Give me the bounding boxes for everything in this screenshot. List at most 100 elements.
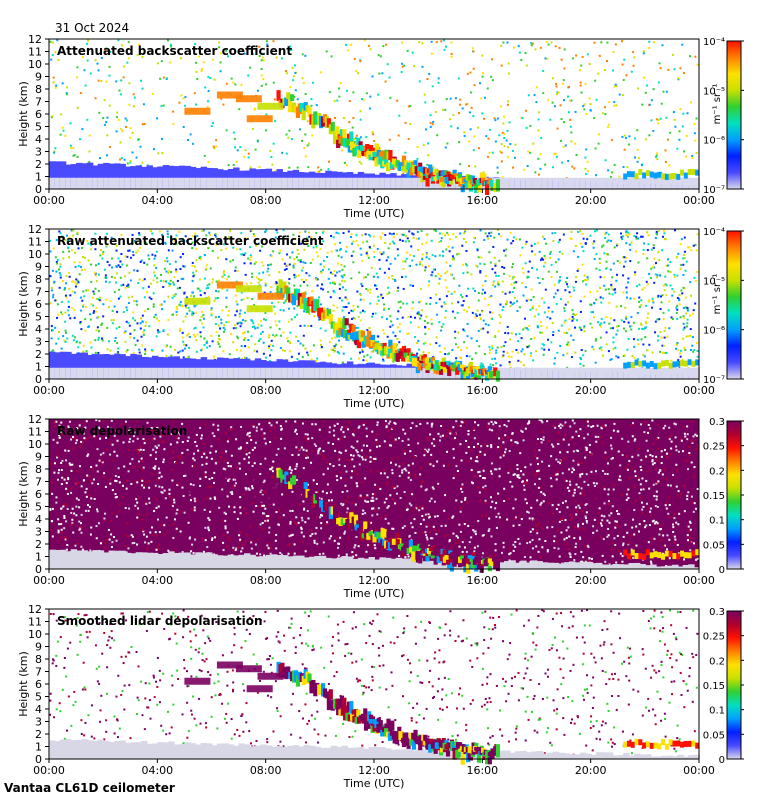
y-tick-label: 10	[28, 248, 42, 261]
x-tick-label: 16:00	[466, 384, 498, 397]
y-tick-label: 0	[35, 563, 42, 576]
y-axis-label: Height (km)	[17, 271, 30, 337]
colorbar: 0.3 0.25 0.2 0.15 0.1 0.05 0	[703, 417, 744, 576]
y-tick-label: 8	[35, 653, 42, 666]
instrument-label: Vantaa CL61D ceilometer	[4, 781, 175, 795]
y-tick-label: 6	[35, 488, 42, 501]
x-tick-label: 00:00	[683, 764, 715, 777]
colorbar-tick-label: 10⁻⁶	[703, 326, 725, 337]
colorbar-gradient	[726, 230, 742, 380]
colorbar-tick-label: 10⁻⁵	[703, 86, 725, 97]
y-tick-label: 11	[28, 616, 42, 629]
y-tick-label: 8	[35, 83, 42, 96]
boundary-layer	[49, 351, 700, 379]
y-tick-label: 11	[28, 236, 42, 249]
noise-field	[49, 229, 699, 379]
y-tick-label: 5	[35, 501, 42, 514]
y-tick-label: 9	[35, 261, 42, 274]
y-tick-label: 11	[28, 426, 42, 439]
x-tick-label: 20:00	[575, 194, 607, 207]
colorbar-tick-label: 10⁻⁵	[703, 276, 725, 287]
y-tick-label: 2	[35, 348, 42, 361]
x-tick-label: 04:00	[141, 764, 173, 777]
colorbar-tick-label: 0	[719, 755, 725, 766]
colorbar-gradient	[726, 610, 742, 760]
y-tick-label: 12	[28, 603, 42, 616]
x-axis-label: Time (UTC)	[343, 207, 405, 220]
colorbar-tick-label: 0.2	[709, 656, 725, 667]
x-tick-label: 12:00	[358, 764, 390, 777]
y-tick-label: 10	[28, 58, 42, 71]
y-tick-label: 9	[35, 71, 42, 84]
y-tick-label: 2	[35, 158, 42, 171]
y-tick-label: 3	[35, 716, 42, 729]
date-label: 31 Oct 2024	[55, 21, 130, 35]
colorbar-tick-label: 10⁻⁷	[703, 375, 725, 386]
x-tick-label: 00:00	[33, 764, 65, 777]
x-tick-label: 16:00	[466, 764, 498, 777]
colorbar-tick-label: 0.2	[709, 466, 725, 477]
y-tick-label: 5	[35, 311, 42, 324]
x-tick-label: 04:00	[141, 384, 173, 397]
y-tick-label: 5	[35, 121, 42, 134]
boundary-layer	[49, 549, 700, 569]
x-tick-label: 20:00	[575, 574, 607, 587]
colorbar-tick-label: 0.1	[709, 706, 725, 717]
colorbar-tick-label: 0.15	[703, 491, 725, 502]
y-tick-label: 12	[28, 223, 42, 236]
colorbar-tick-label: 0.3	[709, 607, 725, 618]
colorbar-unit: m⁻¹ sr⁻¹	[712, 274, 723, 315]
x-tick-label: 12:00	[358, 384, 390, 397]
y-tick-label: 4	[35, 513, 42, 526]
y-tick-label: 11	[28, 46, 42, 59]
x-tick-label: 00:00	[33, 194, 65, 207]
colorbar-tick-label: 0.25	[703, 442, 725, 453]
y-tick-label: 3	[35, 146, 42, 159]
x-tick-label: 20:00	[575, 764, 607, 777]
x-tick-label: 16:00	[466, 194, 498, 207]
y-axis-label: Height (km)	[17, 81, 30, 147]
y-tick-label: 10	[28, 438, 42, 451]
y-tick-label: 4	[35, 323, 42, 336]
y-tick-label: 3	[35, 336, 42, 349]
y-tick-label: 9	[35, 451, 42, 464]
y-axis-label: Height (km)	[17, 651, 30, 717]
x-tick-label: 04:00	[141, 574, 173, 587]
colorbar-tick-label: 0.3	[709, 417, 725, 428]
y-tick-label: 8	[35, 273, 42, 286]
y-tick-label: 6	[35, 108, 42, 121]
y-tick-label: 0	[35, 183, 42, 196]
colorbar-tick-label: 0.1	[709, 516, 725, 527]
y-tick-label: 12	[28, 413, 42, 426]
x-tick-label: 16:00	[466, 574, 498, 587]
y-tick-label: 1	[35, 171, 42, 184]
y-tick-label: 9	[35, 641, 42, 654]
panel-title: Raw attenuated backscatter coefficient	[57, 234, 324, 248]
plot-area	[49, 609, 699, 759]
y-tick-label: 4	[35, 703, 42, 716]
y-tick-label: 7	[35, 96, 42, 109]
y-tick-label: 1	[35, 741, 42, 754]
panel-title: Raw depolarisation	[57, 424, 187, 438]
colorbar-tick-label: 10⁻⁴	[703, 227, 725, 238]
y-axis-label: Height (km)	[17, 461, 30, 527]
y-tick-label: 0	[35, 373, 42, 386]
colorbar: 0.3 0.25 0.2 0.15 0.1 0.05 0	[703, 607, 744, 766]
y-tick-label: 2	[35, 538, 42, 551]
colorbar-tick-label: 0.25	[703, 632, 725, 643]
colorbar: 10⁻⁴ 10⁻⁵ 10⁻⁶ 10⁻⁷ m⁻¹ sr⁻¹	[703, 227, 744, 386]
colorbar-tick-label: 0.15	[703, 681, 725, 692]
panel-title: Attenuated backscatter coefficient	[57, 44, 292, 58]
x-tick-label: 20:00	[575, 384, 607, 397]
x-tick-label: 04:00	[141, 194, 173, 207]
x-axis-label: Time (UTC)	[343, 777, 405, 790]
y-tick-label: 0	[35, 753, 42, 766]
x-tick-label: 08:00	[250, 194, 282, 207]
y-tick-label: 5	[35, 691, 42, 704]
y-tick-label: 7	[35, 476, 42, 489]
colorbar-tick-label: 0	[719, 565, 725, 576]
x-tick-label: 08:00	[250, 574, 282, 587]
